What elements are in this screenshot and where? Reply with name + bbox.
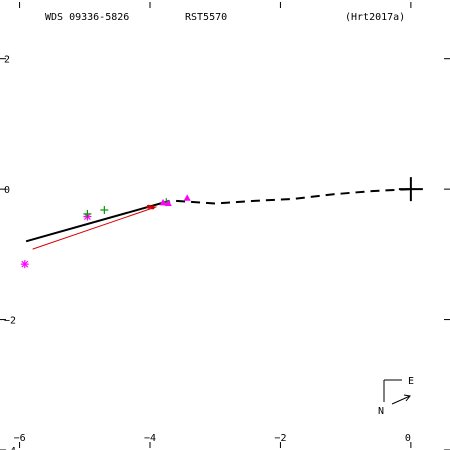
compass-motion-arrow bbox=[391, 395, 411, 405]
header-discoverer: RST5570 bbox=[185, 12, 227, 23]
x-tick-label: −4 bbox=[144, 433, 156, 444]
x-tick-label: −2 bbox=[274, 433, 286, 444]
y-tick-label: 0 bbox=[4, 185, 10, 196]
triangle-marker bbox=[159, 198, 167, 206]
header-reference: (Hrt2017a) bbox=[345, 12, 405, 23]
compass-east-label: E bbox=[408, 376, 414, 387]
black-solid-line bbox=[25, 199, 170, 243]
compass-arrow-head bbox=[403, 394, 411, 402]
x-tick-label: 0 bbox=[405, 433, 411, 444]
y-tick-label: −4 bbox=[4, 446, 16, 450]
lines-group bbox=[25, 188, 411, 250]
triangle-marker bbox=[164, 199, 172, 206]
plus-marker bbox=[83, 209, 92, 218]
x-tick-label: −6 bbox=[14, 433, 26, 444]
y-tick-label: 2 bbox=[4, 55, 10, 66]
asterisk-stroke bbox=[21, 260, 29, 268]
y-tick-label: −2 bbox=[4, 316, 16, 327]
orbit-dashed-line bbox=[176, 188, 411, 205]
plus-marker bbox=[100, 206, 109, 214]
markers-group bbox=[20, 194, 191, 269]
asterisk-marker bbox=[20, 260, 29, 269]
dot-marker bbox=[146, 204, 151, 209]
header-wds: WDS 09336-5826 bbox=[45, 12, 129, 23]
triangle-marker bbox=[183, 194, 191, 201]
compass-north-label: N bbox=[378, 406, 384, 417]
primary-star-cross bbox=[398, 177, 423, 202]
red-thin-line bbox=[32, 206, 157, 250]
dot-marker bbox=[150, 205, 155, 210]
compass-rose: E N bbox=[378, 376, 414, 417]
